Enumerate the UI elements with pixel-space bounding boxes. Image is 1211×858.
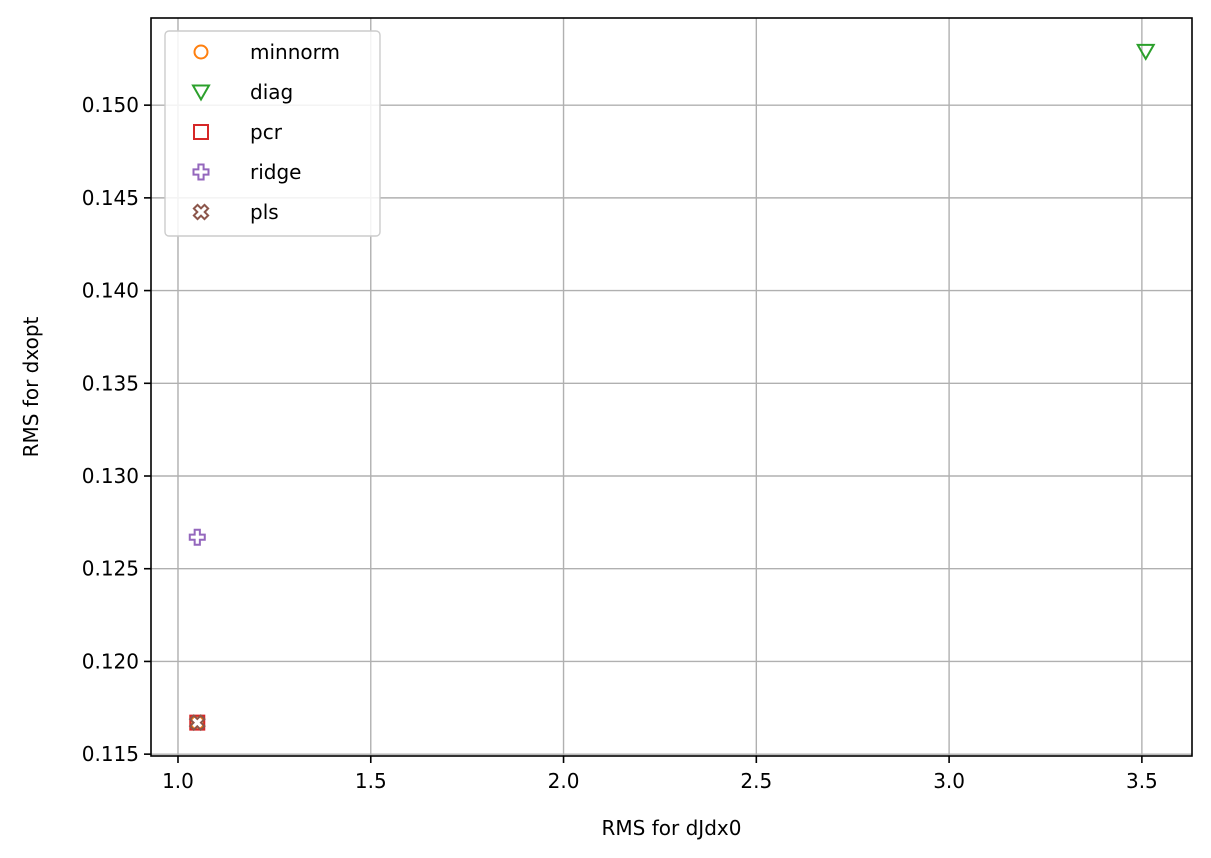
legend-label-minnorm: minnorm [250,40,340,64]
x-tick-label: 3.0 [933,769,965,793]
legend-label-pcr: pcr [250,120,283,144]
legend-label-pls: pls [250,200,279,224]
series-ridge [188,528,206,546]
x-axis-label: RMS for dJdx0 [602,816,742,840]
y-tick-label: 0.115 [82,742,139,766]
data-point-pcr [189,714,206,731]
y-tick-label: 0.150 [82,93,139,117]
legend: minnorm diag pcr ridge pls [164,30,381,237]
y-tick-label: 0.125 [82,557,139,581]
legend-marker-pls [192,203,210,221]
plot-frame [150,17,1193,757]
data-point-pls-shape [188,714,206,732]
grid [151,18,1192,756]
y-tick-label: 0.140 [82,279,139,303]
legend-marker-ridge [192,163,210,181]
legend-label-diag: diag [250,80,293,104]
y-axis-label: RMS for dxopt [19,316,43,457]
x-tick-label: 3.5 [1126,769,1158,793]
legend-marker-pcr [193,124,209,140]
legend-label-ridge: ridge [250,160,301,184]
data-point-diag [1136,43,1156,61]
y-tick-label: 0.145 [82,186,139,210]
series-diag [1136,43,1156,61]
x-tick-label: 2.0 [548,769,580,793]
legend-marker-diag [191,84,211,102]
y-tick-label: 0.120 [82,649,139,673]
data-point-ridge [188,528,206,546]
series-pls [188,714,206,732]
x-tick-label: 2.5 [740,769,772,793]
legend-box [164,30,381,237]
x-tick-label: 1.5 [355,769,387,793]
y-tick-label: 0.135 [82,371,139,395]
series-pcr [189,714,206,731]
data-point-pls [188,714,206,732]
y-tick-label: 0.130 [82,464,139,488]
data-points [188,43,1156,732]
legend-marker-pls-shape [192,203,210,221]
legend-marker-minnorm [193,44,209,60]
axis-ticks: 1.0 1.5 2.0 2.5 3.0 3.5 0.115 0.120 0.125 0.130 0.… [82,93,1158,793]
x-tick-label: 1.0 [162,769,194,793]
